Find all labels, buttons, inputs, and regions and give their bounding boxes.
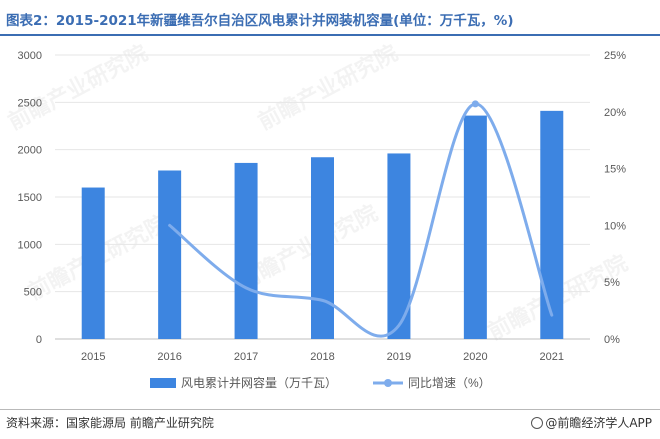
y-left-tick-label: 2000 [18, 145, 42, 157]
y-right-tick-label: 20% [604, 107, 626, 119]
chart-title: 图表2：2015-2021年新疆维吾尔自治区风电累计并网装机容量(单位：万千瓦，… [6, 13, 514, 29]
bar-2019 [387, 153, 411, 339]
y-left-tick-label: 3000 [18, 50, 42, 62]
legend-label-line: 同比增速（%） [408, 376, 491, 390]
growth-line [168, 102, 554, 338]
y-right-tick-label: 5% [604, 277, 620, 289]
y-right-tick-label: 15% [604, 164, 626, 176]
x-tick-label: 2019 [387, 351, 411, 363]
logo-icon [531, 417, 544, 429]
y-left-tick-label: 500 [24, 287, 42, 299]
x-tick-label: 2017 [234, 351, 258, 363]
y-left-tick-label: 1000 [18, 239, 42, 251]
x-tick-label: 2018 [310, 351, 334, 363]
source-note: 资料来源：国家能源局 前瞻产业研究院 [6, 416, 214, 430]
bar-2018 [311, 157, 334, 339]
legend-label-bar: 风电累计并网容量（万千瓦） [181, 375, 337, 390]
y-right-tick-label: 0% [604, 334, 620, 346]
bar-2021 [540, 110, 564, 339]
legend-swatch-bar [150, 378, 176, 388]
y-right-tick-label: 10% [604, 220, 626, 232]
y-right-tick-label: 25% [604, 50, 626, 62]
legend-marker-line [384, 379, 392, 387]
bar-2017 [234, 162, 258, 339]
x-tick-label: 2021 [540, 351, 564, 363]
x-tick-label: 2020 [463, 351, 487, 363]
credit: @前瞻经济学人APP [531, 414, 652, 431]
growth-point-2020 [471, 100, 479, 108]
x-tick-label: 2015 [81, 351, 105, 363]
credit-text: @前瞻经济学人APP [545, 416, 652, 430]
bar-2020 [463, 115, 487, 339]
title-divider [0, 34, 660, 36]
footer-divider [0, 409, 660, 410]
x-tick-label: 2016 [157, 351, 181, 363]
y-left-tick-label: 0 [36, 334, 42, 346]
y-left-tick-label: 1500 [18, 192, 42, 204]
bar-2016 [158, 170, 182, 339]
y-left-tick-label: 2500 [18, 97, 42, 109]
bar-2015 [81, 187, 105, 339]
